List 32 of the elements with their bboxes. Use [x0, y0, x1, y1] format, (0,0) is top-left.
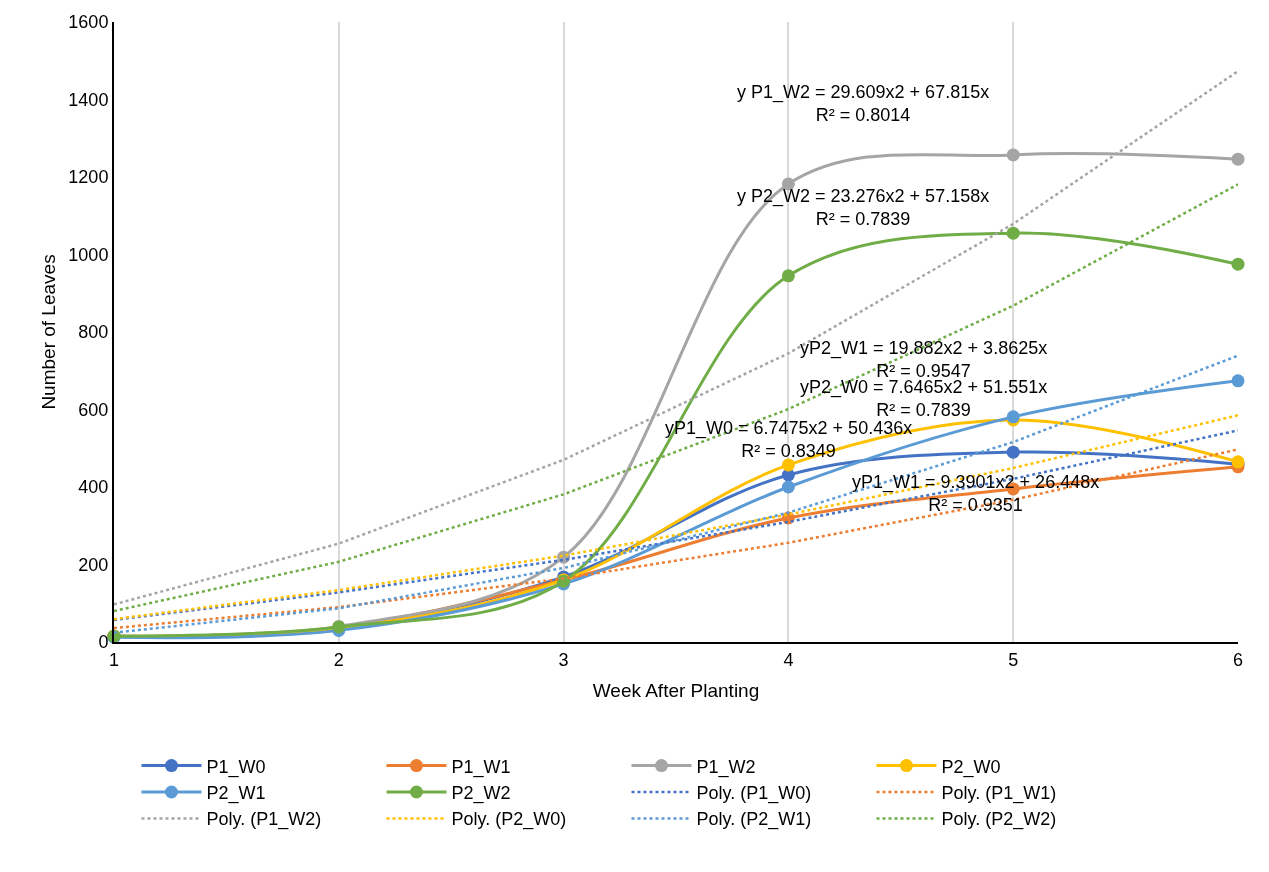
- y-tick-label: 200: [78, 554, 109, 575]
- x-tick-label: 3: [558, 649, 569, 670]
- x-tick-label: 4: [783, 649, 794, 670]
- x-axis-title: Week After Planting: [592, 679, 760, 701]
- legend-label: Poly. (P1_W1): [941, 783, 1057, 805]
- annotation: y P2_W2 = 23.276x2 + 57.158x R² = 0.7839: [737, 186, 990, 230]
- annotation: y P1_W2 = 29.609x2 + 67.815x R² = 0.8014: [737, 82, 990, 126]
- legend-label: Poly. (P1_W0): [696, 783, 812, 805]
- x-tick-label: 1: [108, 649, 120, 670]
- legend-label: P1_W0: [206, 756, 266, 778]
- y-tick-label: 1600: [68, 12, 109, 33]
- legend-label: Poly. (P2_W0): [451, 809, 567, 831]
- x-tick-label: 6: [1232, 649, 1244, 670]
- y-tick-label: 0: [98, 632, 109, 653]
- legend-label: P2_W1: [206, 783, 266, 805]
- legend-label: P2_W2: [451, 783, 511, 805]
- y-tick-label: 1200: [68, 167, 109, 188]
- legend-label: Poly. (P2_W1): [696, 809, 812, 831]
- legend-label: P1_W2: [696, 756, 756, 778]
- x-tick-label: 5: [1008, 649, 1019, 670]
- x-tick-label: 2: [333, 649, 344, 670]
- y-tick-label: 1000: [68, 244, 109, 265]
- legend-label: P2_W0: [941, 756, 1001, 778]
- legend-label: P1_W1: [451, 756, 511, 778]
- y-tick-label: 600: [78, 399, 109, 420]
- legend-label: Poly. (P2_W2): [941, 809, 1057, 831]
- y-tick-label: 400: [78, 477, 109, 498]
- annotation: yP2_W0 = 7.6465x2 + 51.551x R² = 0.7839: [800, 377, 1048, 421]
- y-tick-label: 800: [78, 322, 109, 343]
- y-tick-label: 1400: [68, 89, 109, 110]
- legend-label: Poly. (P1_W2): [206, 809, 322, 831]
- y-axis-title: Number of Leaves: [37, 254, 59, 410]
